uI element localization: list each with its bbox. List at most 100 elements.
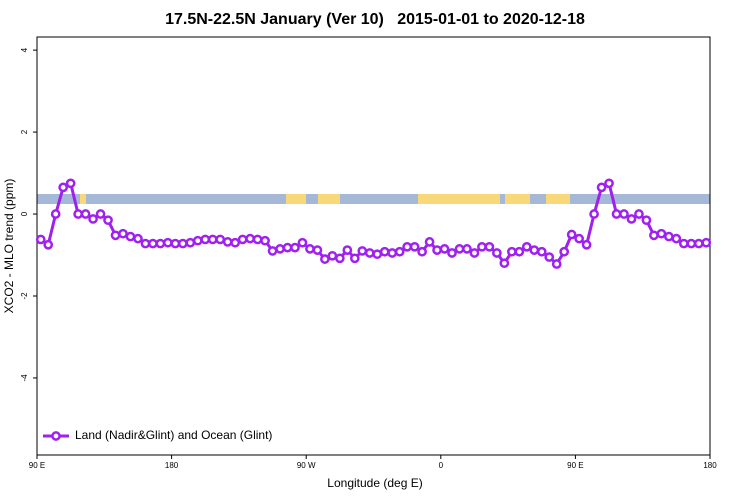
land-strip (546, 194, 570, 204)
data-point (701, 237, 712, 248)
data-point (357, 246, 368, 256)
data-point (133, 233, 143, 244)
land-strip (418, 194, 500, 204)
data-point (73, 209, 83, 219)
x-axis-label: Longitude (deg E) (327, 476, 422, 490)
data-point (163, 237, 173, 248)
data-point (626, 214, 637, 224)
data-point (462, 244, 472, 254)
data-point (678, 238, 689, 249)
land-strip (80, 194, 86, 204)
data-point (215, 234, 226, 245)
data-point (387, 248, 398, 258)
y-axis-label: XCO2 - MLO trend (ppm) (2, 179, 16, 314)
data-point (469, 248, 480, 258)
data-point (693, 238, 704, 249)
data-point (200, 234, 211, 245)
data-point (43, 239, 54, 250)
land-ocean-band (37, 194, 710, 204)
data-point (125, 231, 136, 242)
data-point (245, 233, 255, 244)
data-point (574, 233, 584, 244)
data-point (335, 253, 345, 264)
ocean-strip (37, 194, 710, 204)
data-point (454, 244, 465, 254)
data-point (521, 241, 532, 252)
data-point (103, 215, 113, 226)
data-point (402, 241, 412, 252)
data-point (499, 258, 510, 269)
data-point (65, 178, 76, 189)
data-point (305, 244, 315, 254)
data-point (282, 242, 293, 253)
data-point (230, 237, 241, 248)
data-point (379, 246, 390, 257)
legend-label: Land (Nadir&Glint) and Ocean (Glint) (75, 428, 272, 442)
data-point (118, 228, 128, 239)
data-point (275, 244, 285, 254)
data-point (619, 209, 629, 219)
data-point (671, 233, 682, 244)
data-point (192, 235, 203, 246)
data-point (148, 238, 158, 249)
data-point (596, 182, 607, 193)
x-tick-label: 180 (703, 461, 717, 470)
y-tick-label: 0 (20, 211, 29, 216)
data-point (110, 230, 121, 241)
data-point (260, 235, 270, 246)
data-point (536, 246, 547, 257)
data-point (656, 228, 667, 239)
data-point (88, 214, 98, 224)
data-point (641, 215, 652, 226)
legend-marker (51, 431, 61, 441)
x-tick-label: 0 (439, 461, 444, 470)
data-point (409, 241, 420, 252)
data-point (611, 209, 622, 219)
data-point (492, 248, 502, 258)
x-tick-label: 180 (165, 461, 179, 470)
data-point (544, 252, 555, 262)
y-tick-label: 4 (20, 47, 29, 52)
data-point (581, 239, 592, 250)
x-tick-label: 90 E (29, 461, 45, 470)
data-point (649, 230, 659, 241)
data-point (589, 209, 599, 219)
data-point (342, 245, 353, 255)
y-tick-label: -4 (20, 374, 29, 382)
data-point (290, 242, 300, 253)
data-point (566, 229, 577, 240)
data-point (417, 246, 427, 257)
data-point (170, 238, 181, 249)
data-point (372, 249, 383, 260)
data-point (439, 244, 450, 254)
data-point (237, 234, 248, 245)
data-point (664, 231, 674, 242)
x-tick-label: 90 W (297, 461, 316, 470)
y-tick-label: -2 (20, 292, 29, 300)
data-point (551, 259, 562, 269)
data-point (327, 250, 338, 261)
data-point (140, 238, 151, 249)
chart-title: 17.5N-22.5N January (Ver 10) 2015-01-01 … (165, 11, 585, 28)
data-point (155, 238, 166, 249)
x-tick-label: 90 E (567, 461, 583, 470)
data-point (634, 209, 644, 219)
land-strip (286, 194, 306, 204)
data-point (394, 246, 405, 257)
data-point (686, 238, 697, 249)
data-point (604, 178, 614, 189)
data-point (80, 209, 91, 219)
data-point (207, 234, 218, 245)
data-point (484, 241, 495, 252)
land-strip (318, 194, 340, 204)
data-point (50, 209, 61, 219)
data-point (447, 248, 457, 258)
data-point (252, 234, 263, 245)
data-point (267, 246, 278, 256)
data-point (424, 237, 435, 247)
land-strip (505, 194, 530, 204)
data-point (297, 237, 308, 248)
y-tick-label: 2 (20, 129, 29, 134)
data-point (177, 238, 188, 249)
